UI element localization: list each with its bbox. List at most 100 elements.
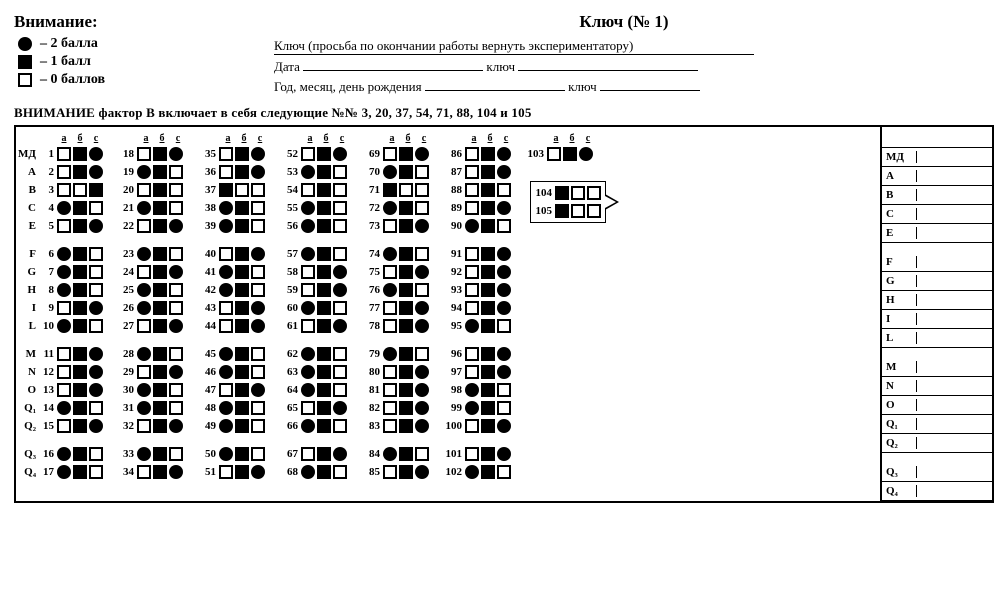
answer-item: 30	[116, 381, 186, 399]
item-number: 100	[444, 420, 462, 432]
cell-c	[169, 347, 183, 361]
cell-b	[399, 319, 413, 333]
cell-b	[153, 219, 167, 233]
cell-b	[563, 147, 577, 161]
cell-c	[89, 201, 103, 215]
item-number: 52	[280, 148, 298, 160]
item-number: 79	[362, 348, 380, 360]
cell-a	[57, 183, 71, 197]
cell-b	[235, 383, 249, 397]
item-number: 33	[116, 448, 134, 460]
attention-title: Внимание:	[14, 12, 254, 32]
cell-a	[465, 265, 479, 279]
row-label: H	[18, 284, 36, 296]
item-number: 4	[36, 202, 54, 214]
score-label: C	[882, 208, 917, 220]
item-number: 18	[116, 148, 134, 160]
answer-item: 58	[280, 263, 350, 281]
cell-c	[333, 301, 347, 315]
score-label: B	[882, 189, 917, 201]
answer-item: 91	[444, 245, 514, 263]
cell-b	[481, 165, 495, 179]
cell-c	[89, 283, 103, 297]
answer-item: 85	[362, 463, 432, 481]
cell-a	[219, 265, 233, 279]
cell-c	[169, 365, 183, 379]
cell-a	[57, 219, 71, 233]
answer-item: 68	[280, 463, 350, 481]
main-table: абсМД1 A2 B3 C4 E5 F6 G7 H8 I9 L10	[14, 125, 994, 503]
cell-b	[73, 247, 87, 261]
cell-c	[251, 465, 265, 479]
cell-b	[317, 383, 331, 397]
cell-a	[219, 165, 233, 179]
cell-b	[153, 465, 167, 479]
cell-b	[153, 283, 167, 297]
cell-b	[235, 447, 249, 461]
answer-item: 88	[444, 181, 514, 199]
item-number: 59	[280, 284, 298, 296]
cell-c	[251, 365, 265, 379]
cell-a	[301, 347, 315, 361]
cell-c	[587, 186, 601, 200]
cell-a	[219, 147, 233, 161]
cell-b	[571, 204, 585, 218]
answer-item: 102	[444, 463, 514, 481]
cell-a	[57, 283, 71, 297]
row-label: F	[18, 248, 36, 260]
cell-a	[219, 365, 233, 379]
cell-a	[219, 183, 233, 197]
cell-a	[465, 401, 479, 415]
cell-b	[399, 247, 413, 261]
cell-b	[317, 147, 331, 161]
cell-b	[317, 447, 331, 461]
item-number: 28	[116, 348, 134, 360]
cell-a	[301, 283, 315, 297]
answer-item: 82	[362, 399, 432, 417]
cell-b	[399, 283, 413, 297]
cell-c	[251, 419, 265, 433]
item-number: 76	[362, 284, 380, 296]
cell-b	[73, 183, 87, 197]
item-number: 26	[116, 302, 134, 314]
item-number: 10	[36, 320, 54, 332]
cell-b	[399, 465, 413, 479]
cell-b	[153, 383, 167, 397]
cell-b	[317, 283, 331, 297]
score-label: M	[882, 361, 917, 373]
cell-a	[465, 465, 479, 479]
cell-c	[497, 447, 511, 461]
answer-item: 97	[444, 363, 514, 381]
cell-a	[137, 265, 151, 279]
answer-item: Q₃16	[18, 445, 104, 463]
score-row: E	[882, 224, 992, 243]
item-number: 22	[116, 220, 134, 232]
cell-a	[383, 447, 397, 461]
cell-a	[383, 265, 397, 279]
row-label: O	[18, 384, 36, 396]
score-row: C	[882, 205, 992, 224]
item-number: 80	[362, 366, 380, 378]
cell-c	[415, 347, 429, 361]
answer-item: 54	[280, 181, 350, 199]
item-number: 39	[198, 220, 216, 232]
cell-c	[497, 265, 511, 279]
answer-item: 67	[280, 445, 350, 463]
cell-a	[137, 347, 151, 361]
answer-item: 49	[198, 417, 268, 435]
item-number: 60	[280, 302, 298, 314]
answer-item: 41	[198, 263, 268, 281]
item-number: 31	[116, 402, 134, 414]
cell-a	[137, 283, 151, 297]
cell-c	[89, 419, 103, 433]
cell-b	[73, 465, 87, 479]
row-label: МД	[18, 148, 36, 160]
cell-c	[89, 465, 103, 479]
cell-b	[235, 247, 249, 261]
cell-b	[153, 201, 167, 215]
item-number: 40	[198, 248, 216, 260]
cell-b	[317, 365, 331, 379]
cell-a	[465, 347, 479, 361]
cell-b	[481, 183, 495, 197]
cell-b	[481, 283, 495, 297]
